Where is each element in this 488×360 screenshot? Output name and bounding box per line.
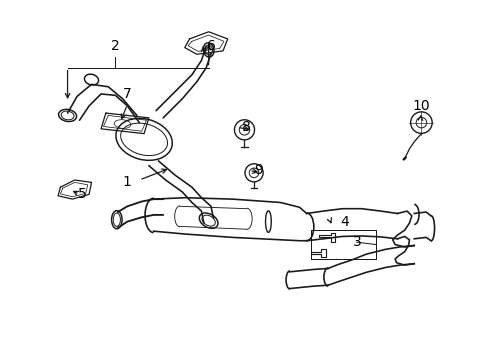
- Text: 1: 1: [122, 175, 132, 189]
- Text: 5: 5: [78, 187, 86, 201]
- Text: 3: 3: [352, 235, 361, 249]
- Text: 4: 4: [340, 215, 348, 229]
- Text: 8: 8: [242, 120, 251, 134]
- Text: 7: 7: [122, 87, 131, 101]
- Text: 6: 6: [206, 39, 215, 53]
- Text: 2: 2: [111, 39, 120, 53]
- Text: 10: 10: [412, 99, 429, 113]
- Text: 9: 9: [254, 163, 263, 177]
